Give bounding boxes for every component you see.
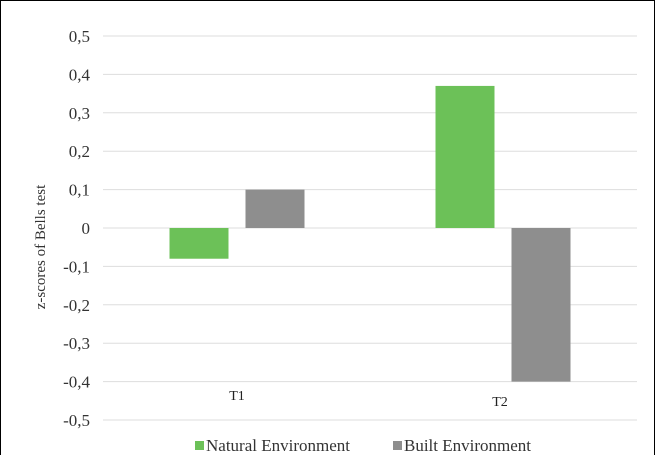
y-tick-label: -0,2 (63, 296, 90, 315)
legend-swatch (393, 441, 402, 450)
y-tick-label: 0,2 (69, 142, 90, 161)
y-tick-label: 0,4 (69, 65, 91, 84)
y-tick-label: -0,4 (63, 373, 90, 392)
y-axis-title: z-scores of Bells test (33, 184, 49, 309)
bar-t1-natural-environment (169, 228, 229, 259)
y-tick-label: 0,3 (69, 104, 90, 123)
bar-t2-built-environment (511, 228, 571, 382)
legend-label: Built Environment (404, 436, 531, 455)
y-tick-label: 0,1 (69, 181, 90, 200)
y-tick-label: -0,1 (63, 257, 90, 276)
category-label: T1 (229, 389, 245, 404)
y-tick-labels: 0,5 0,4 0,3 0,2 0,1 0 -0,1 -0,2 -0,3 -0,4 -0,5 (63, 27, 90, 430)
y-tick-label: 0,5 (69, 27, 90, 46)
legend-label: Natural Environment (206, 436, 350, 455)
category-labels: T1 T2 (229, 389, 508, 410)
y-tick-label: -0,3 (63, 334, 90, 353)
bars (169, 85, 571, 382)
legend-swatch (195, 441, 204, 450)
bar-t2-natural-environment (435, 85, 495, 228)
y-tick-label: 0 (82, 219, 91, 238)
y-tick-label: -0,5 (63, 411, 90, 430)
bar-t1-built-environment (245, 189, 305, 228)
category-label: T2 (492, 395, 508, 410)
legend: Natural Environment Built Environment (195, 436, 531, 455)
